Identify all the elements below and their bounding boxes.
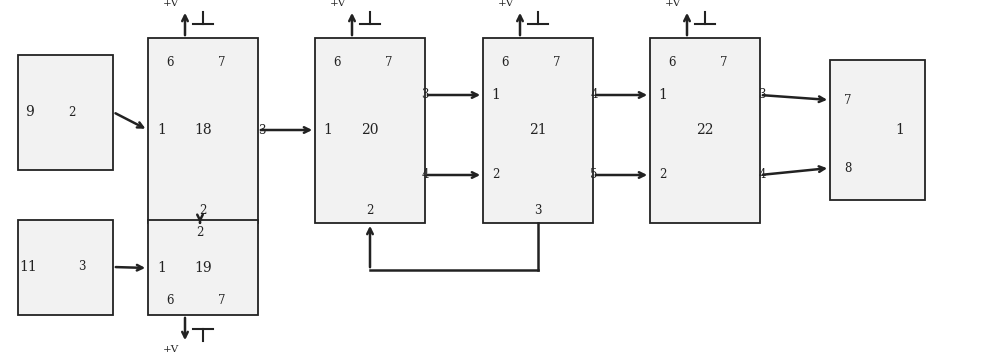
Text: 11: 11 — [19, 260, 37, 274]
Bar — [830, 60, 925, 200]
Text: 7: 7 — [844, 93, 852, 106]
Text: +V: +V — [498, 0, 514, 8]
Text: 6: 6 — [166, 55, 174, 69]
Bar — [18, 55, 113, 170]
Text: 2: 2 — [196, 225, 204, 239]
Text: 3: 3 — [421, 88, 429, 102]
Text: 22: 22 — [696, 123, 714, 137]
Bar — [650, 38, 760, 223]
Text: +V: +V — [163, 0, 179, 8]
Text: 18: 18 — [194, 123, 212, 137]
Text: 7: 7 — [720, 55, 728, 69]
Text: 2: 2 — [492, 169, 500, 181]
Text: 6: 6 — [333, 55, 341, 69]
Text: 2: 2 — [366, 203, 374, 217]
Text: 1: 1 — [158, 123, 166, 137]
Text: 2: 2 — [199, 203, 207, 217]
Text: 1: 1 — [492, 88, 500, 102]
Text: 7: 7 — [553, 55, 561, 69]
Bar — [148, 220, 258, 315]
Text: 1: 1 — [659, 88, 667, 102]
Text: 7: 7 — [218, 294, 226, 306]
Text: 21: 21 — [529, 123, 547, 137]
Text: 4: 4 — [590, 88, 598, 102]
Text: 4: 4 — [758, 169, 766, 181]
Bar — [483, 38, 593, 223]
Bar — [18, 220, 113, 315]
Text: 3: 3 — [534, 203, 542, 217]
Bar — [148, 38, 258, 223]
Text: 6: 6 — [166, 294, 174, 306]
Text: 6: 6 — [501, 55, 509, 69]
Text: 2: 2 — [68, 105, 76, 119]
Text: +V: +V — [665, 0, 681, 8]
Text: 6: 6 — [668, 55, 676, 69]
Text: +V: +V — [163, 345, 179, 354]
Text: 7: 7 — [218, 55, 226, 69]
Bar — [315, 38, 425, 223]
Text: 3: 3 — [78, 261, 86, 273]
Text: 2: 2 — [659, 169, 667, 181]
Text: 1: 1 — [896, 123, 904, 137]
Text: 3: 3 — [258, 124, 266, 137]
Text: 7: 7 — [385, 55, 393, 69]
Text: 8: 8 — [844, 162, 852, 175]
Text: +V: +V — [330, 0, 346, 8]
Text: 9: 9 — [26, 105, 34, 119]
Text: 3: 3 — [758, 88, 766, 102]
Text: 4: 4 — [421, 169, 429, 181]
Text: 5: 5 — [590, 169, 598, 181]
Text: 20: 20 — [361, 123, 379, 137]
Text: 19: 19 — [194, 261, 212, 275]
Text: 1: 1 — [158, 261, 166, 275]
Text: 1: 1 — [324, 123, 332, 137]
